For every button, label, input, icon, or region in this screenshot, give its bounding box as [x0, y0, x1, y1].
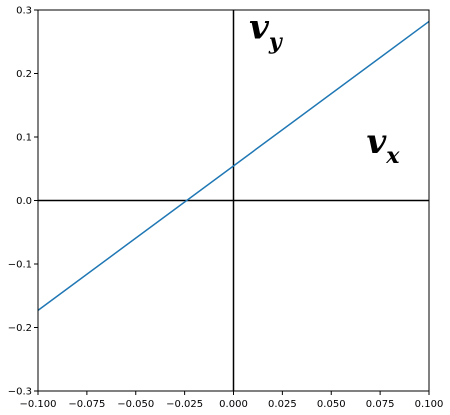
x-tick-label: −0.025 [166, 399, 203, 410]
annotation-main: v [249, 8, 270, 48]
y-axis: −0.3 −0.2 −0.1 0.0 0.1 0.2 0.3 [8, 6, 38, 398]
x-tick-label: 0.025 [268, 399, 297, 410]
annotation-subscript: x [385, 143, 400, 169]
x-tick-label: −0.075 [68, 399, 105, 410]
x-tick-label: −0.050 [117, 399, 154, 410]
x-tick-label: −0.100 [19, 399, 56, 410]
y-tick-label: 0.2 [16, 69, 32, 80]
x-tick-label: 0.000 [219, 399, 248, 410]
annotation-subscript: y [268, 29, 284, 55]
x-tick-label: 0.075 [366, 399, 395, 410]
series-line-1 [37, 20, 430, 311]
y-tick-label: 0.1 [16, 133, 32, 144]
plot-area [37, 9, 430, 392]
y-tick-label: 0.0 [16, 196, 32, 207]
y-tick-label: 0.3 [16, 6, 32, 17]
x-axis: −0.100 −0.075 −0.050 −0.025 0.000 0.025 0.050 0… [19, 391, 443, 410]
x-tick-label: 0.050 [317, 399, 346, 410]
x-tick-label: 0.100 [415, 399, 444, 410]
y-tick-label: −0.3 [8, 387, 32, 398]
annotation-vy: vy [249, 8, 284, 55]
annotation-vx: vx [366, 122, 400, 169]
y-tick-label: −0.1 [8, 260, 32, 271]
y-tick-label: −0.2 [8, 323, 32, 334]
annotation-main: v [366, 122, 387, 162]
